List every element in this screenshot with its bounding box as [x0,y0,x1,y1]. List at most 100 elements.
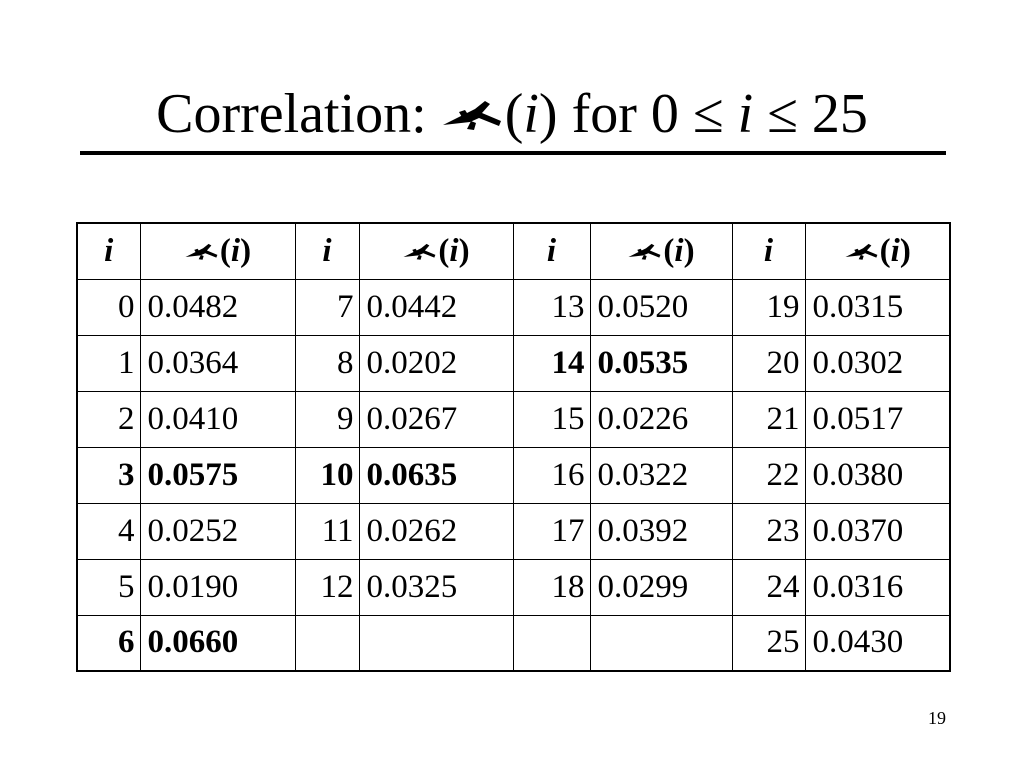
index-cell: 15 [512,390,591,448]
header-index-cell: i [76,222,141,280]
table-row: 1 0.0364 8 0.0202 14 0.0535 20 0.0302 [76,334,951,392]
title-suffix: ≤ 25 [753,83,868,145]
header-var: i [674,232,684,269]
title-arg-open: ( [504,83,524,145]
index-cell: 1 [76,334,141,392]
rho-symbol-icon [845,243,878,260]
value-cell: 0.0430 [804,614,951,672]
rho-symbol-icon [628,243,661,260]
table-header-row: i (i) i (i) i (i) i (i) [76,222,951,280]
value-cell: 0.0517 [804,390,951,448]
index-cell: 16 [512,446,591,504]
value-cell: 0.0575 [139,446,296,504]
title-var2: i [737,83,754,145]
header-index-cell: i [512,222,591,280]
index-cell: 2 [76,390,141,448]
header-open: ( [219,232,231,269]
index-cell: 8 [294,334,360,392]
index-cell: 13 [512,278,591,336]
header-var: i [449,232,459,269]
table-row: 2 0.0410 9 0.0267 15 0.0226 21 0.0517 [76,390,951,448]
value-cell: 0.0252 [139,502,296,560]
index-cell: 19 [731,278,806,336]
index-cell: 21 [731,390,806,448]
title-middle: for 0 ≤ [557,83,738,145]
value-cell: 0.0322 [589,446,733,504]
index-cell: 14 [512,334,591,392]
table-body: 0 0.0482 7 0.0442 13 0.0520 19 0.0315 1 0.0364 8 0.… [76,278,951,672]
value-cell: 0.0392 [589,502,733,560]
value-cell: 0.0226 [589,390,733,448]
value-cell: 0.0302 [804,334,951,392]
title-underline [80,151,946,155]
value-cell: 0.0482 [139,278,296,336]
header-value-cell: (i) [589,222,733,280]
index-cell: 25 [731,614,806,672]
header-close: ) [240,232,252,269]
index-cell [294,614,360,672]
page-number: 19 [928,708,946,728]
index-cell: 5 [76,558,141,616]
header-var: i [230,232,241,269]
index-cell: 7 [294,278,360,336]
value-cell: 0.0520 [589,278,733,336]
value-cell: 0.0316 [804,558,951,616]
value-cell: 0.0370 [804,502,951,560]
rho-symbol-icon [185,243,218,260]
value-cell: 0.0299 [589,558,733,616]
table-row: 3 0.0575 10 0.0635 16 0.0322 22 0.0380 [76,446,951,504]
index-cell: 12 [294,558,360,616]
value-cell: 0.0410 [139,390,296,448]
index-cell [512,614,591,672]
value-cell [589,614,733,672]
index-cell: 22 [731,446,806,504]
index-cell: 10 [294,446,360,504]
index-cell: 9 [294,390,360,448]
rho-symbol-icon [403,243,436,260]
header-open: ( [438,232,450,269]
header-value-cell: (i) [139,222,296,280]
table-row: 5 0.0190 12 0.0325 18 0.0299 24 0.0316 [76,558,951,616]
value-cell: 0.0635 [358,446,514,504]
header-var: i [890,232,900,269]
header-value-cell: (i) [358,222,514,280]
table-row: 0 0.0482 7 0.0442 13 0.0520 19 0.0315 [76,278,951,336]
header-open: ( [879,232,891,269]
index-cell: 4 [76,502,141,560]
index-cell: 24 [731,558,806,616]
value-cell: 0.0315 [804,278,951,336]
value-cell: 0.0325 [358,558,514,616]
title-arg-close: ) [538,83,558,145]
rho-symbol-icon [442,101,501,130]
title-prefix: Correlation: [156,83,441,145]
value-cell: 0.0202 [358,334,514,392]
index-cell: 3 [76,446,141,504]
table-row: 4 0.0252 11 0.0262 17 0.0392 23 0.0370 [76,502,951,560]
index-cell: 20 [731,334,806,392]
header-index-cell: i [731,222,806,280]
index-cell: 23 [731,502,806,560]
header-close: ) [683,232,695,269]
value-cell: 0.0660 [139,614,296,672]
index-cell: 6 [76,614,141,672]
header-close: ) [899,232,911,269]
value-cell: 0.0267 [358,390,514,448]
index-cell: 18 [512,558,591,616]
index-cell: 17 [512,502,591,560]
value-cell [358,614,514,672]
header-open: ( [663,232,675,269]
header-close: ) [458,232,470,269]
value-cell: 0.0442 [358,278,514,336]
value-cell: 0.0364 [139,334,296,392]
table-row: 6 0.0660 25 0.0430 [76,614,951,672]
value-cell: 0.0535 [589,334,733,392]
title-arg-var: i [523,83,539,145]
header-value-cell: (i) [804,222,951,280]
correlation-table: i (i) i (i) i (i) i (i) 0 0.0482 7 0.0442 13 0.0520 1… [76,222,951,672]
value-cell: 0.0190 [139,558,296,616]
slide-title: Correlation: (i) for 0 ≤ i ≤ 25 [0,78,1024,150]
header-index-cell: i [294,222,360,280]
value-cell: 0.0262 [358,502,514,560]
index-cell: 11 [294,502,360,560]
value-cell: 0.0380 [804,446,951,504]
